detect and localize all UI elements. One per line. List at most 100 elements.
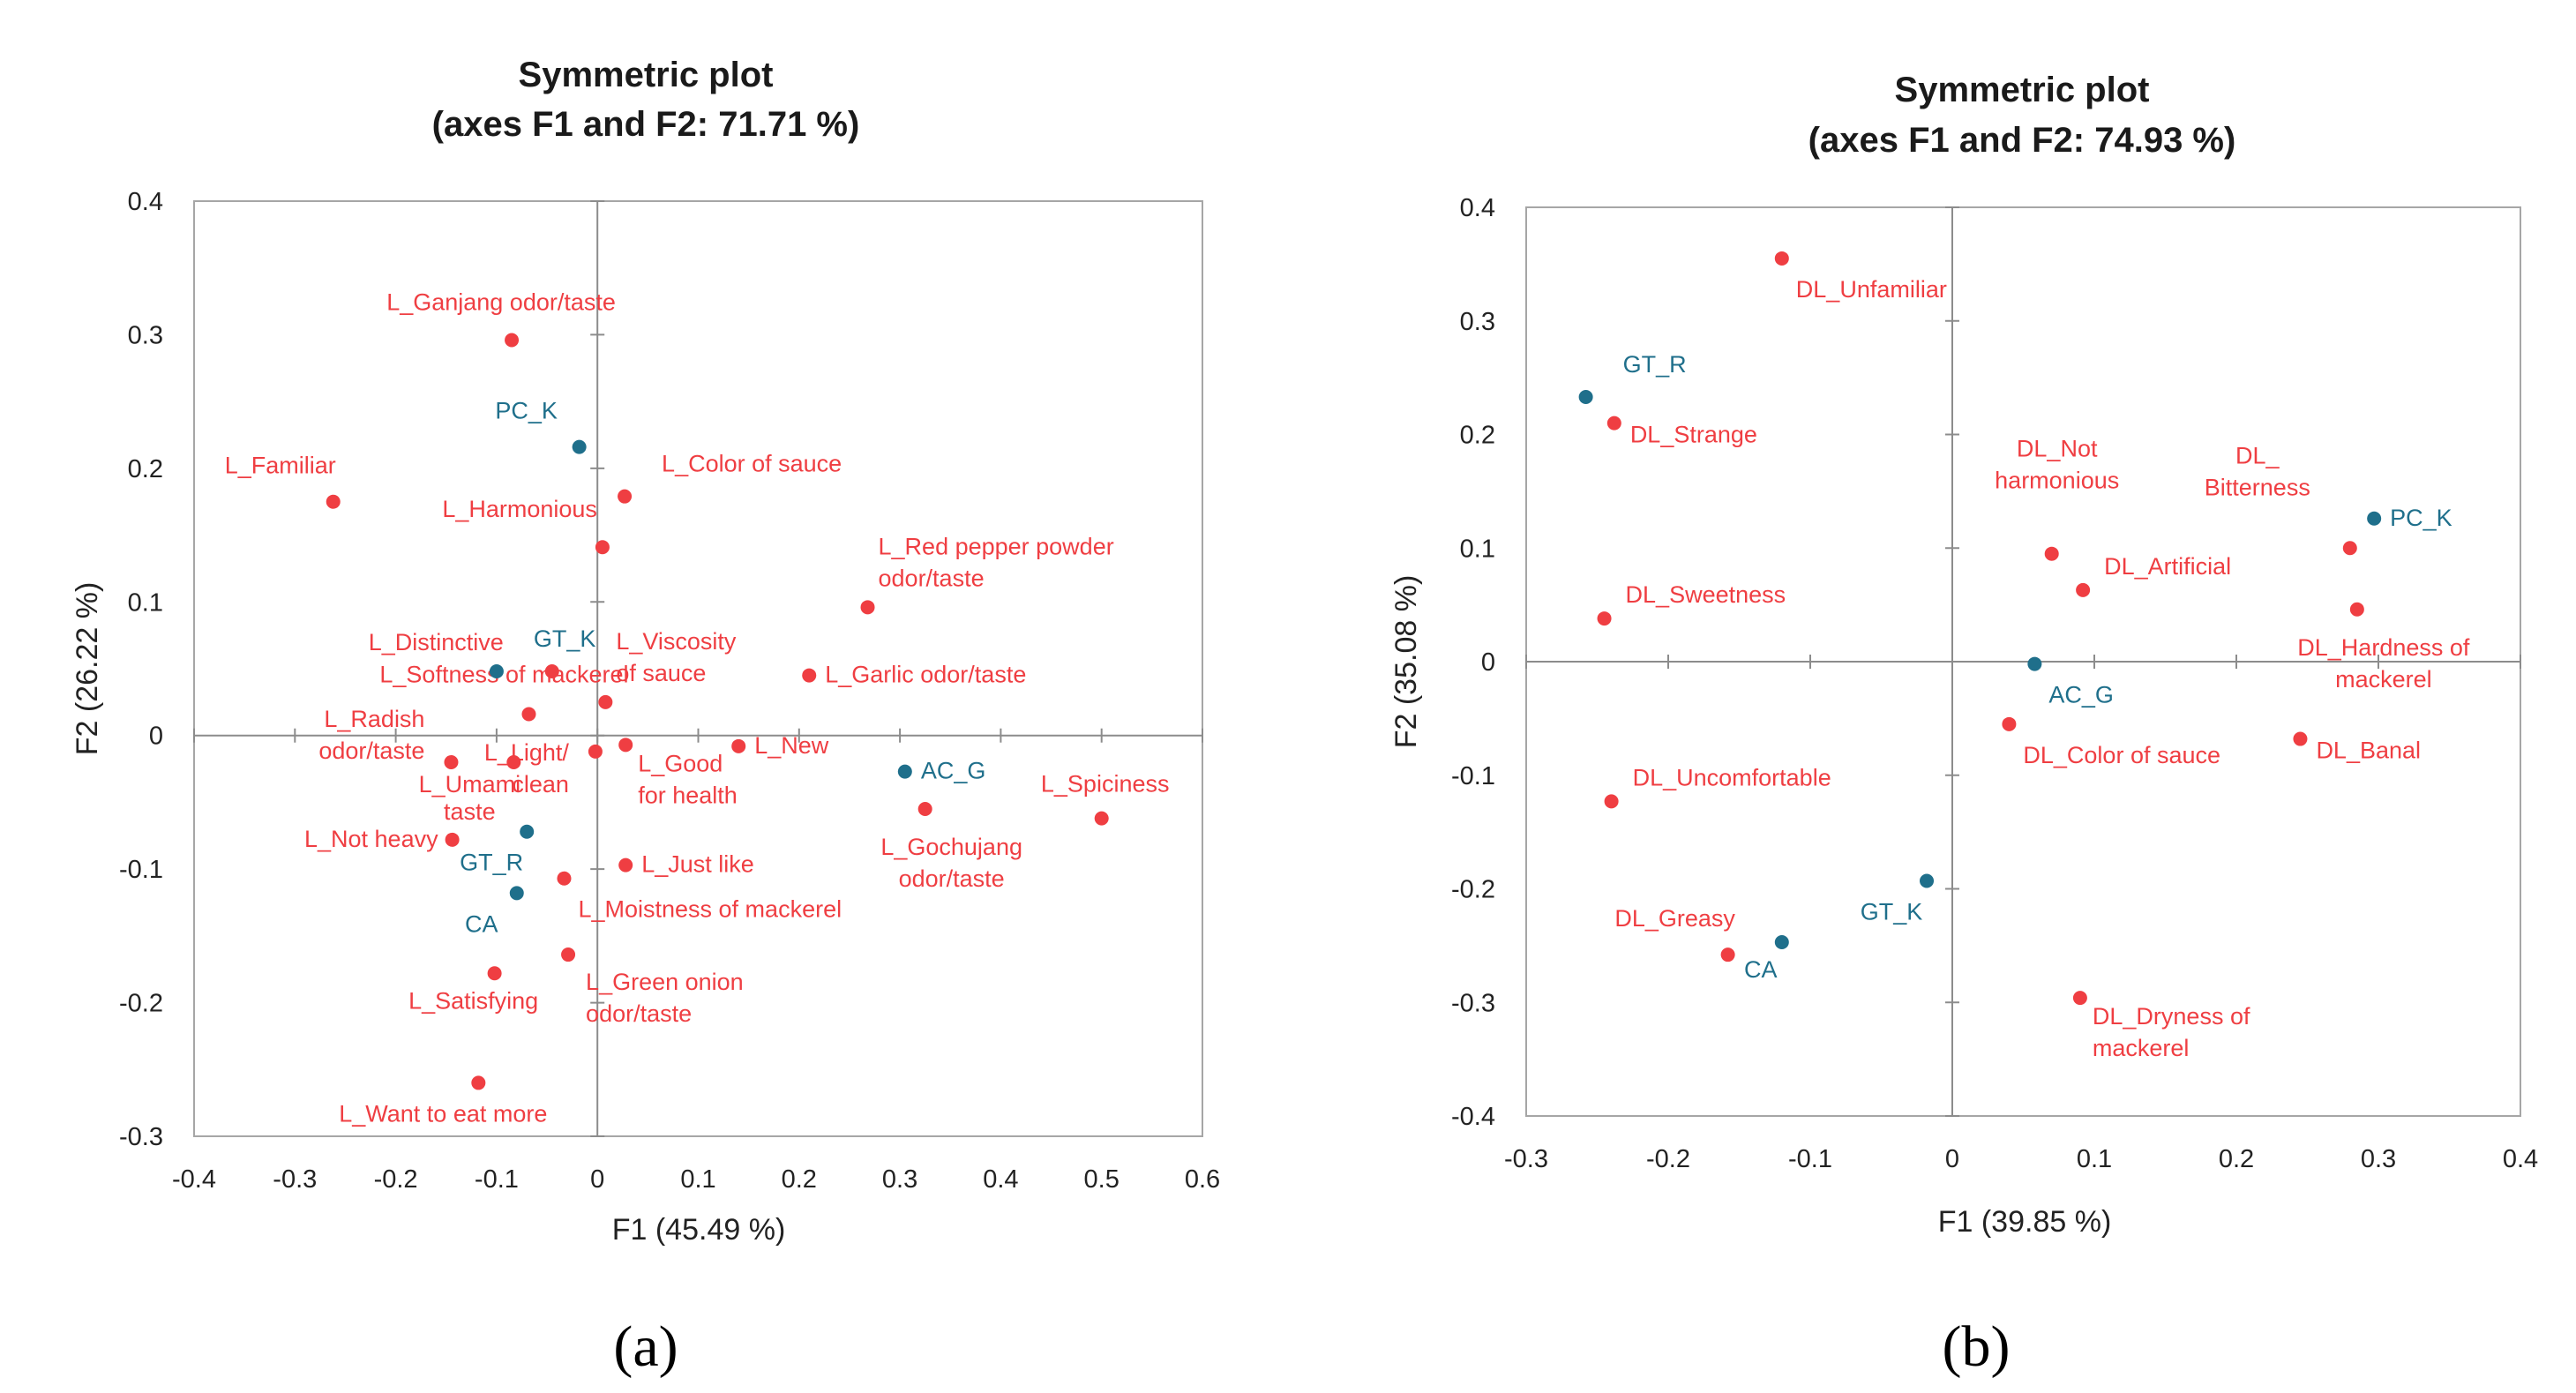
product-point	[1578, 390, 1593, 405]
attribute-point	[917, 802, 932, 816]
panel-a: Symmetric plot (axes F1 and F2: 71.71 %)…	[71, 56, 1220, 1379]
x-tick-label: 0	[590, 1165, 604, 1194]
attribute-label: DL_Strange	[1630, 422, 1757, 448]
attribute-point	[506, 755, 521, 769]
product-label: CA	[1744, 956, 1778, 983]
y-tick-label: 0.3	[1460, 308, 1495, 336]
attribute-label: L_Satisfying	[408, 987, 538, 1014]
attribute-point	[598, 694, 613, 709]
attribute-label: L_Just like	[641, 851, 754, 878]
y-tick-label: -0.2	[1451, 876, 1495, 904]
x-tick-label: 0.2	[2219, 1145, 2254, 1173]
product-label: GT_K	[534, 625, 596, 652]
attribute-point	[1720, 947, 1735, 962]
attribute-label: L_Want to eat more	[339, 1100, 547, 1127]
attribute-point	[2293, 731, 2308, 746]
attribute-label: DL_Artificial	[2104, 553, 2231, 580]
attribute-point	[505, 333, 520, 348]
attribute-label: DL_Dryness of	[2093, 1003, 2250, 1030]
product-label: AC_G	[2048, 682, 2114, 708]
x-tick-label: 0.6	[1185, 1165, 1220, 1194]
product-label: GT_K	[1861, 898, 1923, 925]
x-tick-label: 0.2	[782, 1165, 817, 1194]
y-tick-label: 0.4	[1460, 194, 1495, 222]
panel-a-plot-frame	[193, 200, 1203, 1137]
attribute-label: L_Color of sauce	[662, 451, 842, 477]
attribute-label: L_Harmonious	[442, 496, 597, 522]
panel-a-title: Symmetric plot	[519, 56, 774, 94]
x-tick-label: -0.2	[1646, 1145, 1690, 1173]
y-tick-label: -0.3	[119, 1123, 163, 1151]
y-tick-label: 0.2	[128, 455, 163, 483]
y-tick-label: -0.3	[1451, 989, 1495, 1017]
panel-b-points: DL_Unfamiliar DL_Strange DL_Not harmonious D…	[1578, 251, 2470, 1061]
x-tick-label: 0.4	[2503, 1145, 2538, 1173]
panel-a-y-axis-label: F2 (26.22 %)	[71, 582, 104, 756]
attribute-label: L_Radish	[324, 706, 424, 732]
x-tick-label: -0.3	[273, 1165, 317, 1194]
product-label: CA	[465, 910, 498, 937]
attribute-point	[2076, 582, 2091, 597]
panel-b-subtitle: (axes F1 and F2: 74.93 %)	[1808, 121, 2236, 160]
y-tick-label: 0.3	[128, 321, 163, 349]
attribute-label: DL_Uncomfortable	[1633, 764, 1831, 790]
panel-b: Symmetric plot (axes F1 and F2: 74.93 %)…	[1389, 71, 2538, 1379]
attribute-label: DL_Sweetness	[1626, 581, 1786, 608]
x-tick-label: 0.1	[680, 1165, 715, 1194]
x-tick-label: 0.5	[1084, 1165, 1120, 1194]
attribute-point	[595, 540, 610, 555]
attribute-label: L_New	[754, 732, 829, 759]
attribute-point	[445, 832, 460, 847]
attribute-point	[444, 755, 459, 769]
panel-b-y-axis-label: F2 (35.08 %)	[1389, 575, 1423, 749]
panel-b-ticks: -0.3 -0.2 -0.1 0 0.1 0.2 0.3 0.4 -0.4 -0.3 -0.2 -0.…	[1451, 194, 2538, 1173]
panel-b-x-axis-label: F1 (39.85 %)	[1938, 1205, 2112, 1239]
y-tick-label: -0.2	[119, 990, 163, 1018]
attribute-label: L_Spiciness	[1041, 771, 1170, 798]
panel-a-subtitle: (axes F1 and F2: 71.71 %)	[432, 105, 860, 144]
panel-a-points: L_Ganjang odor/taste L_Familiar L_Color of…	[225, 288, 1170, 1127]
attribute-point	[2002, 716, 2017, 731]
attribute-label: odor/taste	[879, 565, 985, 591]
attribute-point	[561, 947, 576, 962]
attribute-label: DL_Unfamiliar	[1796, 276, 1947, 303]
attribute-label: L_Gochujang	[880, 834, 1022, 860]
x-tick-label: 0.1	[2077, 1145, 2112, 1173]
attribute-label: L_Red pepper powder	[879, 533, 1114, 559]
attribute-label: harmonious	[1995, 468, 2119, 494]
product-point	[2367, 511, 2382, 526]
attribute-label: DL_Banal	[2316, 738, 2421, 764]
attribute-label: clean	[512, 771, 569, 798]
attribute-point	[521, 707, 536, 722]
product-point	[572, 439, 587, 454]
attribute-point	[557, 871, 572, 886]
attribute-label: taste	[444, 798, 496, 825]
attribute-point	[2072, 991, 2087, 1006]
attribute-label: L_Good	[638, 750, 723, 776]
attribute-label: odor/taste	[318, 738, 424, 764]
attribute-label: L_Ganjang odor/taste	[386, 288, 616, 315]
attribute-label: odor/taste	[586, 1000, 692, 1027]
product-point	[509, 886, 524, 901]
product-label: GT_R	[460, 850, 523, 876]
attribute-label: for health	[638, 782, 738, 808]
attribute-point	[1606, 416, 1621, 431]
attribute-label: DL_Hardness of	[2297, 634, 2470, 661]
y-tick-label: 0.1	[1460, 535, 1495, 563]
product-point	[489, 664, 504, 679]
x-tick-label: 0.4	[983, 1165, 1018, 1194]
attribute-point	[802, 668, 817, 683]
attribute-label: L_Moistness of mackerel	[578, 896, 842, 923]
panel-a-label: (a)	[613, 1314, 678, 1379]
attribute-label: of sauce	[616, 660, 706, 686]
attribute-label: mackerel	[2093, 1035, 2190, 1061]
product-label: PC_K	[495, 398, 558, 424]
x-tick-label: -0.3	[1504, 1145, 1548, 1173]
attribute-point	[588, 744, 603, 759]
attribute-label: DL_	[2235, 442, 2280, 468]
product-point	[1920, 873, 1935, 888]
x-tick-label: 0.3	[882, 1165, 917, 1194]
attribute-point	[1597, 611, 1612, 626]
y-tick-label: 0	[149, 723, 163, 751]
attribute-point	[2349, 602, 2364, 617]
